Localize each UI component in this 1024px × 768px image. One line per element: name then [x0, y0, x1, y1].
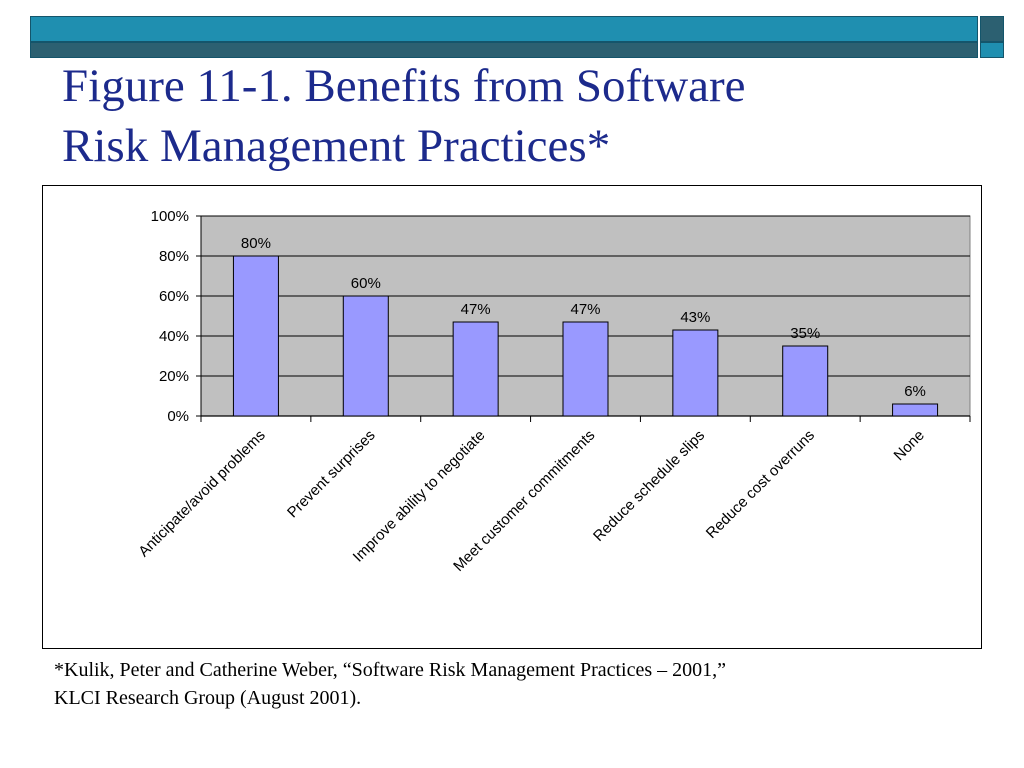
bar-data-label: 6%: [904, 383, 926, 400]
header-band-bottom: [30, 42, 978, 58]
bar-data-label: 47%: [570, 301, 600, 318]
bar-data-label: 47%: [461, 301, 491, 318]
x-category-label: Reduce cost overruns: [703, 427, 818, 542]
bar-chart: 0% 20% 40% 60% 80% 100% 80% Anticipate/avoid pr…: [135, 208, 971, 575]
slide-title: Figure 11-1. Benefits from Software Risk…: [62, 56, 962, 176]
x-category-label: Prevent surprises: [284, 427, 379, 522]
y-tick-label: 100%: [151, 208, 189, 225]
x-category-label: None: [891, 427, 928, 464]
bar-data-label: 80%: [241, 235, 271, 252]
bar: [892, 403, 939, 417]
bar: [452, 321, 499, 417]
y-tick-label: 20%: [159, 368, 189, 385]
bar: [672, 329, 719, 417]
bar-data-label: 35%: [790, 325, 820, 342]
chart-container: 0% 20% 40% 60% 80% 100% 80% Anticipate/avoid pr…: [42, 185, 982, 649]
y-tick-label: 80%: [159, 248, 189, 265]
header-square-top: [980, 16, 1004, 42]
header-square-bottom: [980, 42, 1004, 58]
bar: [232, 255, 279, 417]
slide-title-line-1: Figure 11-1. Benefits from Software: [62, 60, 746, 112]
x-category-label: Reduce schedule slips: [590, 427, 708, 545]
header-band-top: [30, 16, 978, 42]
footnote-line-1: *Kulik, Peter and Catherine Weber, “Soft…: [54, 659, 727, 681]
bar-data-label: 60%: [351, 275, 381, 292]
x-category-label: Anticipate/avoid problems: [135, 427, 268, 560]
footnote-line-2: KLCI Research Group (August 2001).: [54, 687, 362, 709]
bar: [342, 295, 389, 417]
y-tick-label: 60%: [159, 288, 189, 305]
bar: [562, 321, 609, 417]
y-tick-label: 0%: [167, 408, 189, 425]
y-tick-label: 40%: [159, 328, 189, 345]
bar-data-label: 43%: [680, 309, 710, 326]
citation-footnote: *Kulik, Peter and Catherine Weber, “Soft…: [54, 656, 1004, 712]
slide-title-line-2: Risk Management Practices*: [62, 120, 611, 172]
bar: [782, 345, 829, 417]
